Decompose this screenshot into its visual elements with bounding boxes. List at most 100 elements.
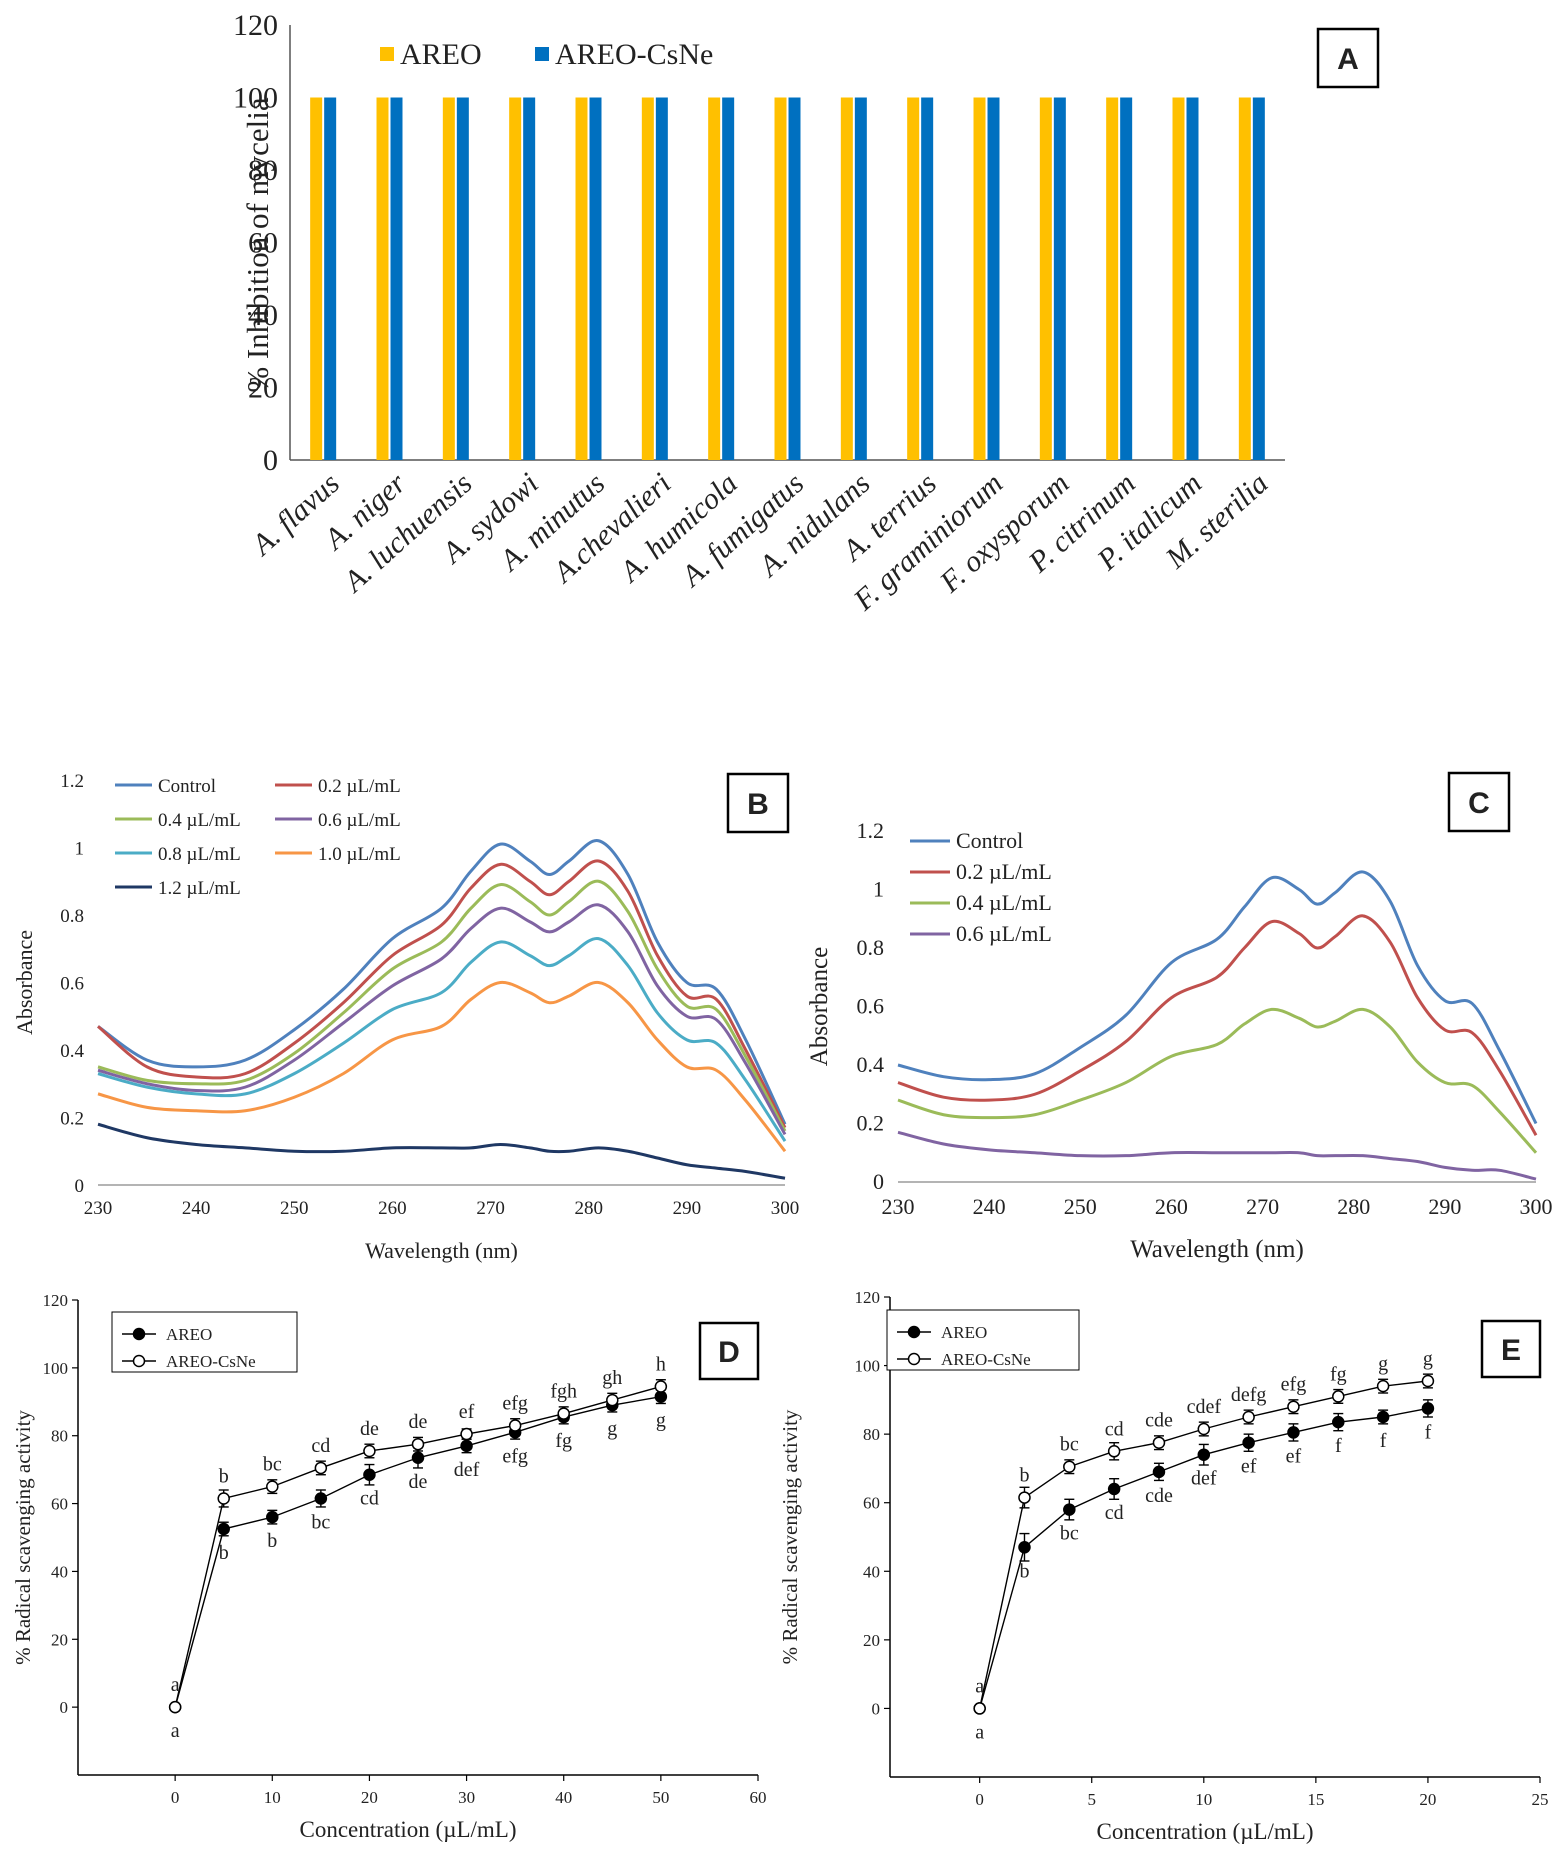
y-tick-label: 0.8: [857, 935, 885, 960]
significance-letter: cde: [1145, 1485, 1173, 1507]
significance-letter: cd: [1105, 1418, 1124, 1440]
data-point-areo: [266, 1510, 279, 1524]
y-tick-label: 80: [863, 1425, 880, 1444]
panel-label-c: C: [1468, 787, 1490, 820]
significance-letter: g: [1378, 1353, 1388, 1375]
significance-letter: ef: [459, 1401, 475, 1423]
y-tick-label: 0.4: [857, 1052, 885, 1077]
bar-areo-csne: [987, 97, 1000, 460]
x-tick-label: 230: [84, 1198, 113, 1219]
x-tick-label: 30: [458, 1788, 475, 1807]
x-tick-label: 290: [1428, 1194, 1461, 1219]
bar-areo: [1039, 97, 1052, 460]
x-tick-label: 60: [750, 1788, 767, 1807]
y-axis-title: % Radical scavenging activity: [778, 1409, 802, 1664]
legend-swatch: [380, 47, 394, 61]
x-tick-label: 240: [182, 1198, 211, 1219]
y-tick-label: 80: [51, 1427, 68, 1446]
x-tick-label: 250: [1064, 1194, 1097, 1219]
significance-letter: a: [171, 1720, 180, 1742]
legend-label: 1.0 µL/mL: [318, 844, 401, 865]
y-axis-title: Absorbance: [12, 930, 37, 1035]
significance-letter: f: [1380, 1430, 1387, 1452]
significance-letter: bc: [1060, 1523, 1079, 1545]
data-point-areo: [1152, 1465, 1166, 1479]
x-tick-label: 290: [673, 1198, 702, 1219]
bar-areo-csne: [324, 97, 337, 460]
bar-areo: [310, 97, 323, 460]
bar-areo: [575, 97, 588, 460]
legend-marker: [907, 1352, 921, 1366]
x-tick-label: 20: [361, 1788, 378, 1807]
bar-areo: [1106, 97, 1119, 460]
spectrum-line-1: [897, 914, 1538, 1136]
panel-label-a: A: [1337, 43, 1359, 76]
significance-letter: efg: [502, 1393, 528, 1415]
bar-areo: [442, 97, 455, 460]
bar-areo: [641, 97, 654, 460]
panel-c-line-chart: 0 0.2 0.4 0.6 0.8 1 1.2 230 240 250 260 270 280 290 30…: [806, 771, 1553, 1263]
significance-letter: g: [1423, 1348, 1433, 1370]
significance-letter: a: [975, 1721, 984, 1743]
spectrum-line-2: [897, 1007, 1538, 1154]
significance-letter: b: [1019, 1560, 1029, 1582]
y-axis-title: Absorbance: [806, 947, 833, 1066]
legend-marker: [907, 1325, 921, 1339]
y-tick-label: 0: [873, 1169, 884, 1194]
data-point-areo-csne: [363, 1444, 376, 1458]
y-tick-label: 1.2: [857, 818, 885, 843]
significance-letter: f: [1335, 1435, 1342, 1457]
x-tick-label: 10: [1195, 1790, 1212, 1809]
bar-areo: [973, 97, 986, 460]
panel-label-d: D: [718, 1336, 740, 1369]
bar-areo: [376, 97, 389, 460]
spectrum-line-2: [97, 879, 787, 1132]
bar-areo: [774, 97, 787, 460]
legend-label: AREO: [400, 38, 482, 71]
y-tick-label: 100: [855, 1357, 881, 1376]
significance-letter: bc: [263, 1454, 282, 1476]
bar-areo-csne: [523, 97, 536, 460]
legend-label: AREO-CsNe: [166, 1352, 256, 1371]
significance-letter: b: [267, 1530, 277, 1552]
x-tick-label: 270: [476, 1198, 505, 1219]
panel-label-box-d: [698, 1321, 760, 1381]
panel-d-scatter-chart: 0 20 40 60 80 100 120 0 10 20 30 40 50 60 Concentratio…: [11, 1291, 767, 1842]
data-point-areo: [1197, 1448, 1211, 1461]
significance-letter: cdef: [1187, 1396, 1222, 1418]
significance-letter: fgh: [550, 1381, 577, 1403]
data-point-areo-csne: [168, 1700, 182, 1714]
bar-areo-csne: [1120, 97, 1133, 460]
x-axis-title: Concentration (µL/mL): [300, 1817, 517, 1842]
significance-letter: b: [219, 1542, 229, 1564]
series-line-areo-csne: [174, 1385, 662, 1708]
legend-swatch: [535, 47, 549, 61]
bar-areo-csne: [655, 97, 668, 460]
significance-letter: def: [1191, 1468, 1217, 1490]
x-tick-label: 5: [1087, 1790, 1096, 1809]
data-point-areo: [1376, 1410, 1390, 1424]
data-point-areo: [1242, 1436, 1255, 1449]
significance-letter: bc: [1060, 1434, 1079, 1456]
legend-label: 0.2 µL/mL: [318, 776, 401, 797]
significance-letter: a: [975, 1675, 984, 1697]
x-tick-label: 0: [975, 1790, 984, 1809]
data-point-areo: [411, 1451, 425, 1465]
significance-letter: fg: [555, 1430, 572, 1452]
panel-label-e: E: [1501, 1334, 1521, 1367]
spectrum-line-5: [97, 980, 787, 1153]
y-tick-label: 0.2: [60, 1109, 84, 1130]
y-tick-label: 40: [863, 1562, 880, 1581]
legend-label: Control: [158, 776, 216, 797]
x-tick-label: 240: [973, 1194, 1006, 1219]
y-tick-label: 0: [60, 1698, 69, 1717]
data-point-areo: [314, 1492, 328, 1505]
panel-label-box-e: [1480, 1319, 1542, 1379]
y-tick-label: 60: [51, 1495, 68, 1514]
x-tick-label: 250: [280, 1198, 309, 1219]
y-axis-title: % Radical scavenging activity: [11, 1410, 35, 1665]
significance-letter: gh: [602, 1367, 622, 1389]
panel-e-scatter-chart: 0 20 40 60 80 100 120 0 5 10 15 20 25 Concentration (…: [778, 1288, 1549, 1844]
significance-letter: efg: [1281, 1374, 1307, 1396]
x-tick-label: 20: [1419, 1790, 1436, 1809]
